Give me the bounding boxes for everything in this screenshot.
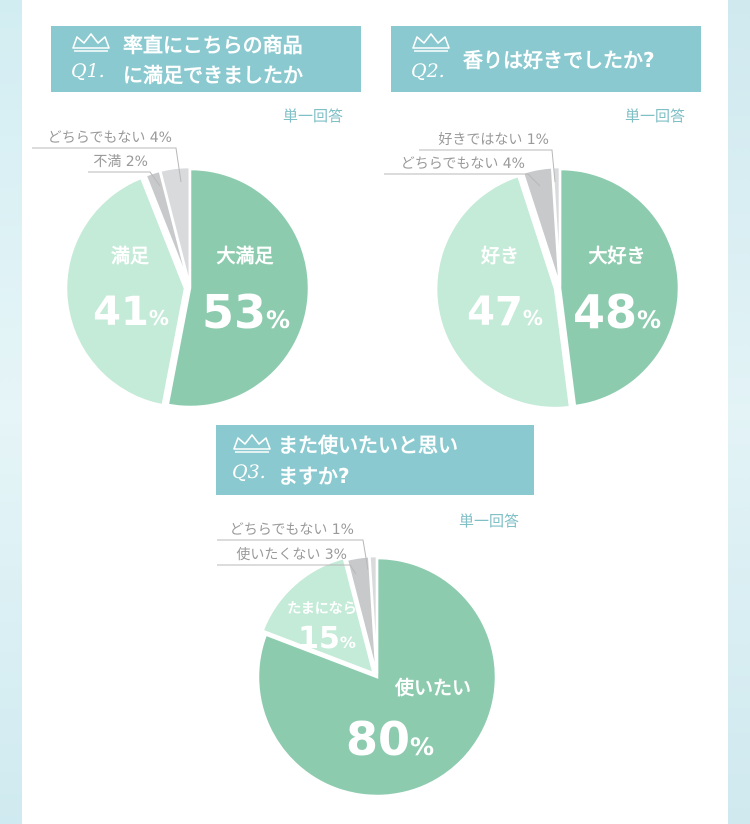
background-left — [0, 0, 22, 824]
slice-callout-label: どちらでもない 1% — [230, 522, 354, 538]
crown-icon — [233, 434, 271, 453]
pie-slice-4 — [158, 165, 192, 287]
slice-name-label: 大好き — [588, 244, 645, 267]
q2-header: Q2. 香りは好きでしたか? — [391, 26, 701, 92]
slice-callout-label: 不満 2% — [93, 154, 148, 170]
slice-value-label: 53% — [202, 285, 290, 339]
callout-line — [32, 147, 182, 183]
q3-answer-type: 単一回答 — [459, 512, 520, 530]
pie-chart-q2: 大好き 48% 好き 47% どちらでもない 4% 好きではない 1% — [384, 132, 681, 410]
callout-line — [419, 149, 556, 183]
slice-value-label: 48% — [573, 285, 661, 339]
pie-slice-2 — [260, 556, 376, 676]
slice-name-label: 大満足 — [216, 244, 274, 267]
q2-title-line1: 香りは好きでしたか? — [463, 48, 655, 72]
pie-chart-q3: 使いたい 80% たまになら 15% 使いたくない 3% どちらでもない 1% — [217, 522, 498, 798]
callout-line — [217, 564, 357, 575]
pie-slice-1 — [558, 167, 681, 408]
crown-icon — [412, 33, 450, 52]
q1-label: Q1. — [71, 60, 105, 82]
callout-line — [88, 171, 161, 187]
callout-line — [384, 173, 541, 187]
slice-name-label: 使いたい — [394, 677, 471, 699]
q1-answer-type: 単一回答 — [283, 107, 344, 125]
q3-title-line1: また使いたいと思い — [278, 433, 458, 457]
callout-line — [217, 539, 369, 571]
pie-slice-1 — [166, 167, 311, 409]
crown-icon — [72, 33, 110, 52]
q3-header: Q3. また使いたいと思い ますか? — [216, 425, 534, 495]
background-right — [728, 0, 750, 824]
slice-callout-label: 好きではない 1% — [438, 132, 549, 148]
pie-slice-4 — [551, 165, 562, 287]
slice-name-label: 好き — [480, 244, 519, 267]
slice-value-label: 80% — [346, 712, 434, 766]
slice-callout-label: どちらでもない 4% — [401, 156, 525, 172]
q1-title-line2: に満足できましたか — [123, 63, 303, 87]
q1-header: Q1. 率直にこちらの商品 に満足できましたか — [51, 26, 361, 92]
pie-slice-1 — [256, 556, 498, 798]
pie-slice-4 — [368, 554, 379, 676]
q3-label: Q3. — [232, 461, 266, 483]
q2-answer-type: 単一回答 — [625, 107, 686, 125]
slice-value-label: 47% — [467, 289, 543, 335]
slice-name-label: 満足 — [111, 245, 150, 267]
q2-label: Q2. — [411, 60, 445, 82]
slice-callout-label: どちらでもない 4% — [48, 130, 172, 146]
pie-slice-2 — [434, 174, 572, 410]
slice-value-label: 15% — [298, 621, 356, 656]
pie-slice-2 — [64, 176, 187, 407]
pie-chart-q1: 大満足 53% 満足 41% 不満 2% どちらでもない 4% — [32, 130, 311, 409]
slice-name-label: たまになら — [287, 601, 357, 617]
slice-value-label: 41% — [93, 289, 169, 335]
q1-title-line1: 率直にこちらの商品 — [123, 33, 303, 57]
slice-callout-label: 使いたくない 3% — [236, 546, 347, 563]
q3-title-line2: ますか? — [278, 464, 350, 488]
